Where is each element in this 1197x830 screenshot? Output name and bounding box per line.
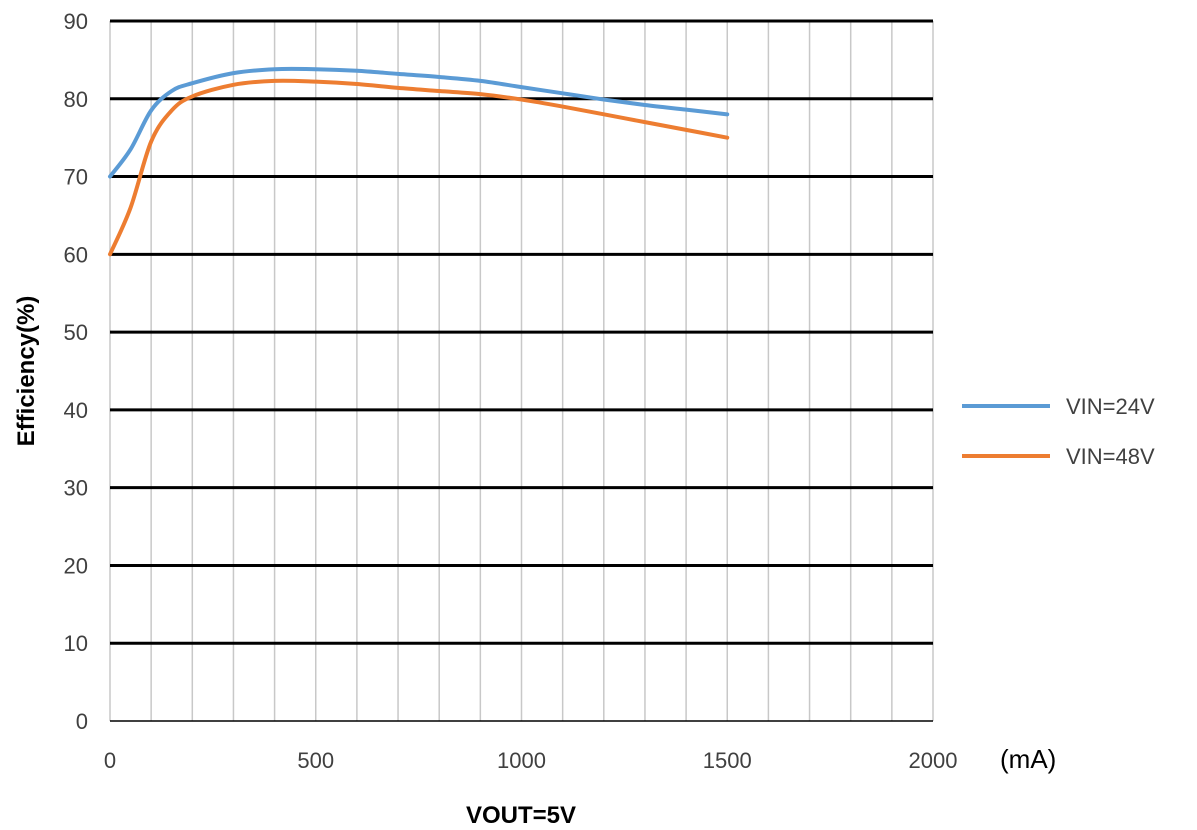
- y-tick-label: 70: [64, 165, 88, 190]
- y-tick-label: 90: [64, 9, 88, 34]
- x-tick-label: 500: [297, 748, 334, 773]
- y-tick-label: 30: [64, 476, 88, 501]
- x-tick-label: 2000: [909, 748, 958, 773]
- y-tick-label: 50: [64, 320, 88, 345]
- vertical-gridlines: [109, 21, 934, 721]
- y-tick-label: 60: [64, 242, 88, 267]
- x-tick-label: 1500: [703, 748, 752, 773]
- x-axis-title: VOUT=5V: [466, 802, 576, 829]
- y-tick-label: 80: [64, 87, 88, 112]
- y-tick-label: 40: [64, 398, 88, 423]
- legend-label: VIN=48V: [1066, 444, 1155, 469]
- x-axis-tick-labels: 0 500 1000 1500 2000: [104, 748, 958, 773]
- legend-label: VIN=24V: [1066, 394, 1155, 419]
- x-tick-label: 1000: [497, 748, 546, 773]
- y-axis-title: Efficiency(%): [13, 296, 40, 447]
- series-line-vin-48v: [108, 78, 730, 257]
- y-tick-label: 10: [64, 631, 88, 656]
- y-tick-label: 20: [64, 553, 88, 578]
- y-tick-label: 0: [76, 709, 88, 734]
- series-line-vin-24v: [108, 66, 730, 179]
- legend: VIN=24V VIN=48V: [962, 394, 1155, 469]
- y-axis-tick-labels: 0 10 20 30 40 50 60 70 80 90: [64, 9, 88, 734]
- x-tick-label: 0: [104, 748, 116, 773]
- series-lines: [108, 66, 730, 257]
- x-axis-unit: (mA): [1000, 744, 1056, 774]
